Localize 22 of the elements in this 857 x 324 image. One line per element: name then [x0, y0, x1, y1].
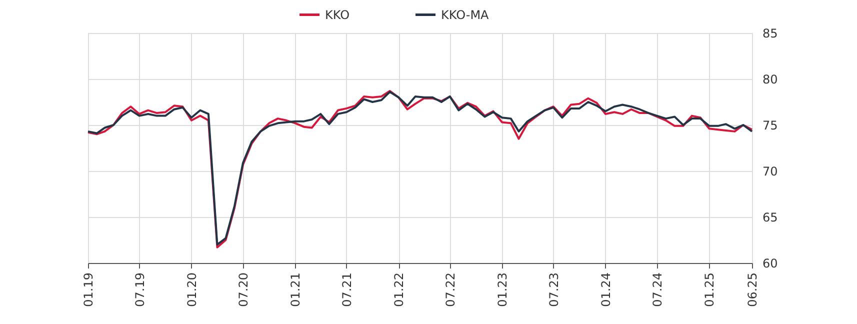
legend-label: KKO-MA [441, 8, 490, 22]
x-tick-label: 01.25 [702, 272, 717, 307]
x-tick-label: 07.23 [546, 272, 561, 307]
y-tick-label: 85 [762, 26, 778, 40]
x-tick-label: 01.20 [184, 272, 199, 307]
y-tick-label: 80 [762, 72, 778, 86]
y-tick-label: 70 [762, 164, 778, 178]
y-tick-label: 65 [762, 210, 778, 224]
legend-label: KKO [325, 8, 350, 22]
y-tick-label: 60 [762, 256, 778, 270]
y-tick-label: 75 [762, 118, 778, 132]
x-tick-label: 01.24 [598, 272, 613, 307]
x-tick-label: 07.20 [236, 272, 251, 307]
x-tick-label: 07.22 [443, 272, 458, 307]
x-tick-label: 07.21 [340, 272, 354, 307]
x-tick-label: 01.23 [496, 272, 510, 307]
x-tick-label: 01.19 [82, 272, 96, 307]
x-tick-label: 07.19 [132, 272, 147, 307]
x-tick-label: 01.22 [392, 272, 406, 307]
x-tick-label: 06.25 [746, 272, 760, 307]
x-tick-label: 07.24 [650, 272, 665, 307]
x-tick-label: 01.21 [288, 272, 303, 307]
